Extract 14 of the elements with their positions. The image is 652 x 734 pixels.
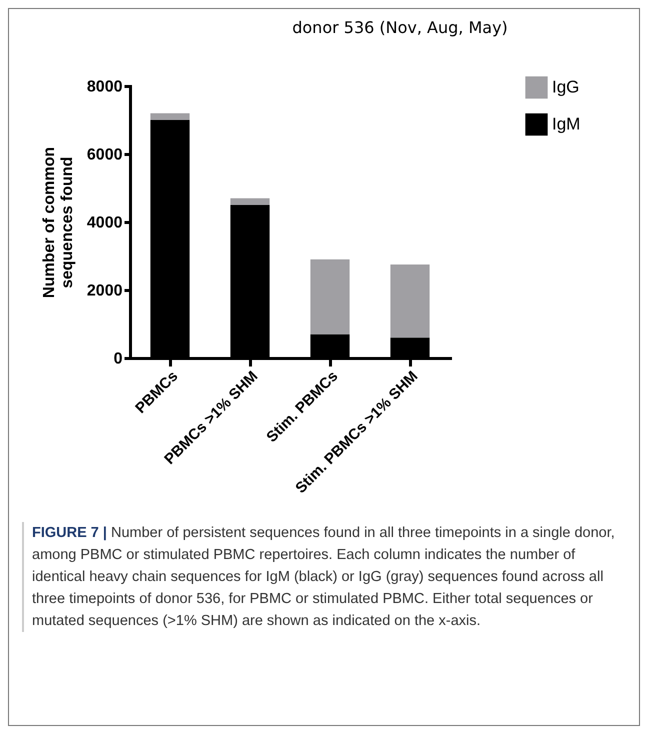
bar [310, 259, 350, 334]
y-tick-label: 6000 [86, 146, 123, 164]
bar [150, 113, 190, 120]
chart-title: donor 536 (Nov, Aug, May) [292, 18, 508, 37]
y-tick-label: 2000 [86, 282, 123, 300]
y-axis-title: Number of common sequences found [40, 146, 76, 298]
y-tick-label: 0 [114, 350, 123, 368]
bar [230, 198, 270, 205]
legend-label: IgM [552, 114, 580, 134]
legend-label: IgG [552, 78, 580, 96]
caption: FIGURE 7 | Number of persistent sequences found in all three timepoints in a single donor, among PBMC or stimulated PBMC repertoires. Each column indicates the number of identical heavy chain sequences for IgM (black) or IgG (gray) sequences found across all three timepoints of donor 536, for PBMC or stimulated PBMC. Either total sequences or mutated sequences (>1% SHM) are shown as indicated on the x-axis. [32, 524, 616, 631]
bar [390, 264, 430, 338]
y-tick-label: 4000 [86, 214, 123, 232]
y-tick-label: 8000 [86, 78, 123, 96]
